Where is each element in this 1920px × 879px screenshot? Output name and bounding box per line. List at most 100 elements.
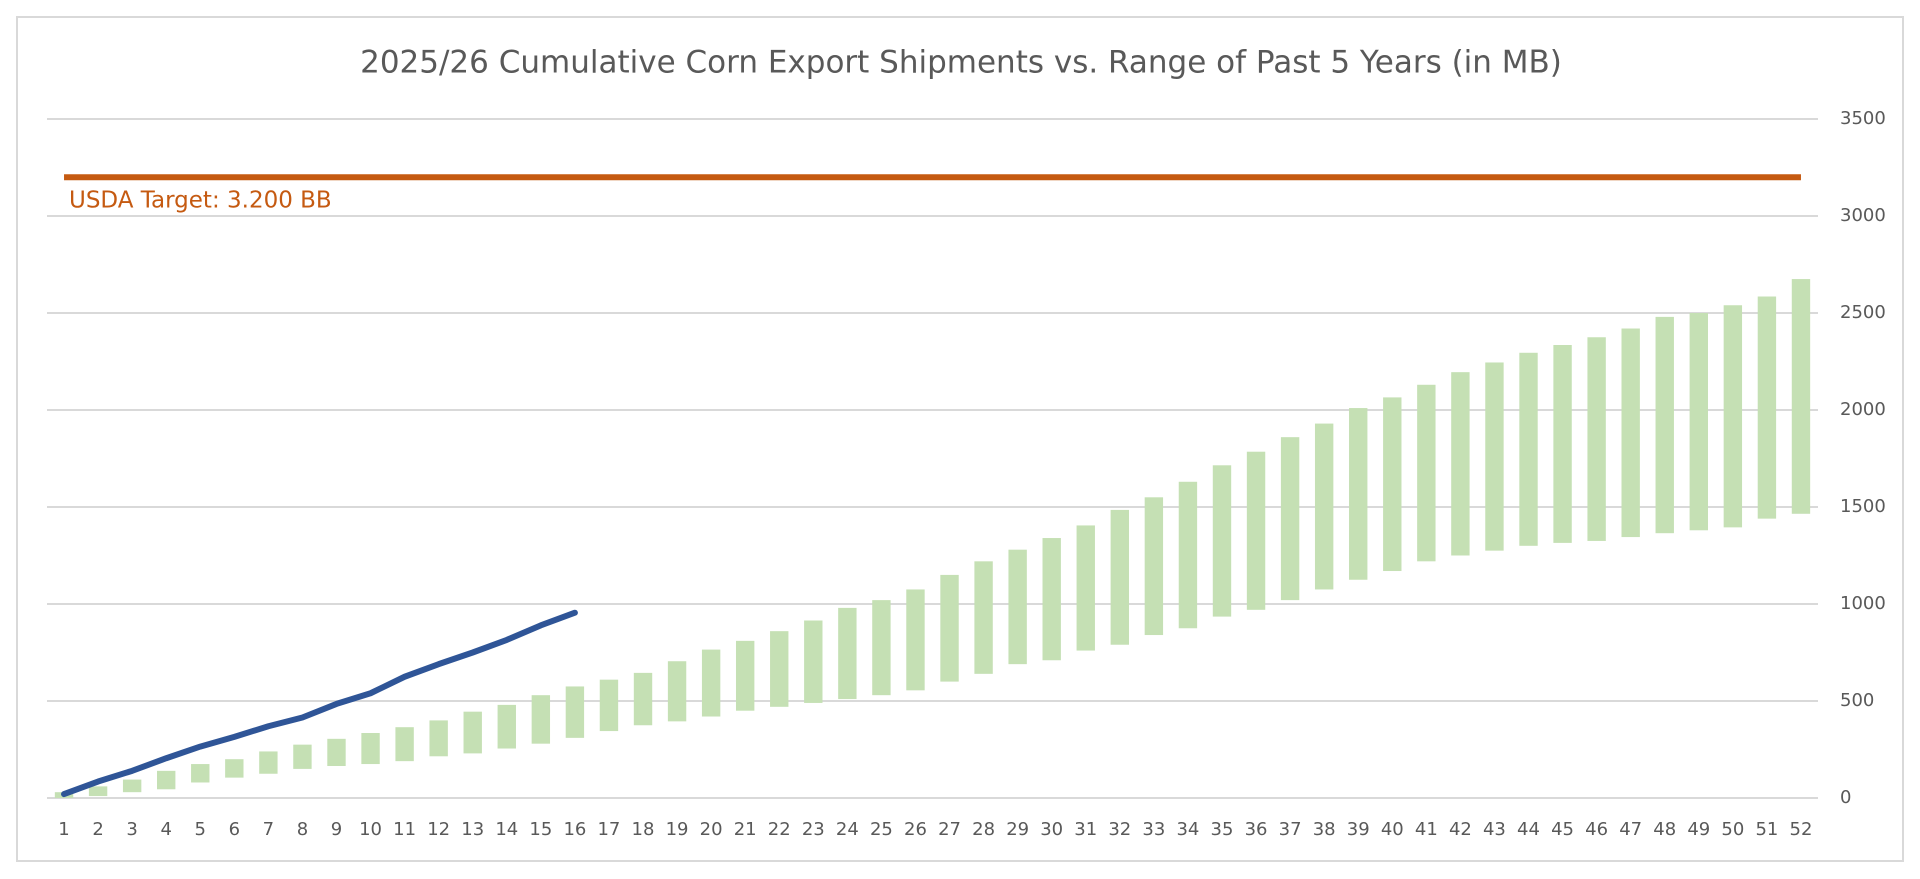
range-bar xyxy=(531,695,551,744)
x-tick-label: 40 xyxy=(1381,819,1404,840)
range-bar xyxy=(804,620,823,703)
x-tick-label: 52 xyxy=(1790,819,1813,840)
range-bar xyxy=(88,786,108,797)
y-tick-label: 500 xyxy=(1840,690,1874,711)
line xyxy=(61,609,578,798)
range-bar xyxy=(1349,408,1368,580)
x-tick-label: 50 xyxy=(1721,819,1744,840)
x-tick-label: 2 xyxy=(92,819,103,840)
x-tick-label: 7 xyxy=(263,819,274,840)
y-tick-label: 0 xyxy=(1840,787,1851,808)
range-bar xyxy=(497,704,516,749)
range-bar xyxy=(1757,296,1777,519)
x-tick-label: 33 xyxy=(1142,819,1165,840)
x-tick-label: 18 xyxy=(632,819,655,840)
y-tick-label: 1500 xyxy=(1840,496,1886,517)
range-bar xyxy=(838,607,857,700)
x-tick-label: 1 xyxy=(58,819,69,840)
x-tick-label: 11 xyxy=(393,819,416,840)
x-tick-label: 9 xyxy=(331,819,342,840)
x-tick-label: 8 xyxy=(297,819,308,840)
range-bar xyxy=(1791,279,1811,514)
x-tick-label: 12 xyxy=(427,819,450,840)
x-tick-label: 30 xyxy=(1040,819,1063,840)
range-bar xyxy=(225,759,244,778)
x-tick-label: 29 xyxy=(1006,819,1029,840)
x-tick-label: 41 xyxy=(1415,819,1438,840)
range-bar xyxy=(157,770,176,790)
range-bar xyxy=(1553,345,1572,543)
y-tick-label: 3000 xyxy=(1840,205,1886,226)
y-tick-label: 2000 xyxy=(1840,399,1886,420)
range-bar xyxy=(1042,538,1061,661)
x-tick-label: 48 xyxy=(1653,819,1676,840)
range-bar xyxy=(1280,437,1300,601)
range-bar xyxy=(599,679,619,732)
x-tick-label: 28 xyxy=(972,819,995,840)
range-bar xyxy=(1212,465,1232,617)
x-tick-label: 37 xyxy=(1279,819,1302,840)
range-bar xyxy=(327,738,346,766)
x-tick-label: 31 xyxy=(1074,819,1097,840)
range-bar xyxy=(770,631,789,707)
chart-title: 2025/26 Cumulative Corn Export Shipments… xyxy=(360,45,1562,81)
range-bar xyxy=(361,733,380,765)
range-bar xyxy=(191,764,210,783)
x-tick-label: 39 xyxy=(1347,819,1370,840)
x-tick-label: 3 xyxy=(126,819,137,840)
x-tick-label: 25 xyxy=(870,819,893,840)
x-tick-label: 45 xyxy=(1551,819,1574,840)
range-bar xyxy=(1621,328,1640,538)
y-tick-label: 1000 xyxy=(1840,593,1886,614)
x-tick-label: 21 xyxy=(734,819,757,840)
range-bar xyxy=(1417,384,1436,562)
range-bar xyxy=(735,640,755,711)
range-bar xyxy=(463,711,482,754)
range-bar xyxy=(974,561,993,674)
range-bar xyxy=(429,720,448,757)
range-bar xyxy=(1246,451,1266,610)
x-tick-label: 44 xyxy=(1517,819,1540,840)
range-bar xyxy=(701,649,721,717)
x-tick-label: 6 xyxy=(229,819,240,840)
range-bar xyxy=(906,589,925,691)
range-bar xyxy=(122,779,142,793)
range-bar xyxy=(1451,372,1470,556)
range-bar xyxy=(1110,509,1130,645)
range-bar xyxy=(1485,362,1504,551)
x-tick-label: 20 xyxy=(700,819,723,840)
x-tick-label: 27 xyxy=(938,819,961,840)
range-bar xyxy=(940,574,959,682)
x-tick-label: 16 xyxy=(563,819,586,840)
x-tick-label: 34 xyxy=(1176,819,1199,840)
range-bar xyxy=(1655,316,1674,534)
x-tick-label: 17 xyxy=(597,819,620,840)
x-tick-label: 26 xyxy=(904,819,927,840)
range-bar xyxy=(1383,397,1402,572)
x-tick-label: 46 xyxy=(1585,819,1608,840)
range-bar xyxy=(1076,525,1095,651)
x-tick-label: 32 xyxy=(1108,819,1131,840)
range-bar xyxy=(1178,481,1198,629)
x-tick-label: 36 xyxy=(1245,819,1268,840)
x-tick-label: 23 xyxy=(802,819,825,840)
x-tick-label: 13 xyxy=(461,819,484,840)
x-tick-label: 22 xyxy=(768,819,791,840)
x-tick-label: 43 xyxy=(1483,819,1506,840)
range-bar xyxy=(633,672,653,726)
x-tick-label: 38 xyxy=(1313,819,1336,840)
x-tick-label: 4 xyxy=(160,819,171,840)
chart-border xyxy=(16,16,1904,862)
x-tick-label: 24 xyxy=(836,819,859,840)
range-bar xyxy=(872,600,891,696)
range-bar xyxy=(1314,423,1334,590)
x-tick-label: 19 xyxy=(666,819,689,840)
range-bar xyxy=(667,661,687,722)
range-bar xyxy=(565,686,585,738)
x-tick-label: 49 xyxy=(1687,819,1710,840)
range-bar xyxy=(1519,352,1538,546)
x-tick-label: 5 xyxy=(195,819,206,840)
target-label: USDA Target: 3.200 BB xyxy=(69,188,332,214)
